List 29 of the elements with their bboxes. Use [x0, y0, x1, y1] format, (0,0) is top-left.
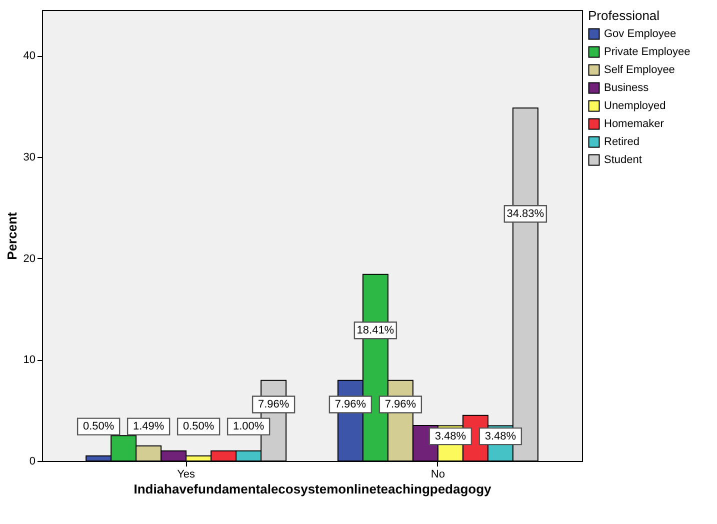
legend-label: Private Employee — [604, 46, 690, 58]
data-label: 18.41% — [356, 324, 394, 336]
data-label: 7.96% — [258, 398, 290, 411]
data-label: 3.48% — [434, 430, 466, 442]
x-tick-label: Yes — [177, 468, 196, 480]
data-label: 0.50% — [82, 420, 114, 433]
data-label: 3.48% — [484, 430, 516, 442]
y-tick-label: 30 — [23, 151, 36, 164]
data-label: 1.00% — [232, 420, 264, 433]
legend-label: Gov Employee — [604, 28, 676, 40]
data-label: 34.83% — [506, 208, 544, 220]
y-axis-title: Percent — [4, 211, 20, 260]
legend-label: Student — [604, 154, 642, 166]
x-axis-title: Indiahavefundamentalecosystemonlineteachingpedagogy — [134, 482, 492, 496]
y-tick-label: 20 — [23, 252, 36, 265]
legend-label: Business — [604, 82, 650, 94]
legend-title: Professional — [588, 8, 660, 23]
legend-label: Unemployed — [604, 100, 666, 112]
data-label: 0.50% — [182, 420, 214, 433]
data-label: 7.96% — [384, 398, 416, 411]
legend-label: Homemaker — [604, 118, 664, 130]
y-tick-label: 0 — [29, 456, 36, 468]
y-tick-label: 40 — [23, 50, 36, 62]
legend-label: Retired — [604, 136, 640, 148]
data-label: 1.49% — [132, 420, 164, 433]
y-tick-label: 10 — [23, 354, 36, 366]
data-label: 7.96% — [334, 398, 366, 411]
x-tick-label: No — [430, 468, 445, 480]
legend-label: Self Employee — [604, 64, 675, 76]
